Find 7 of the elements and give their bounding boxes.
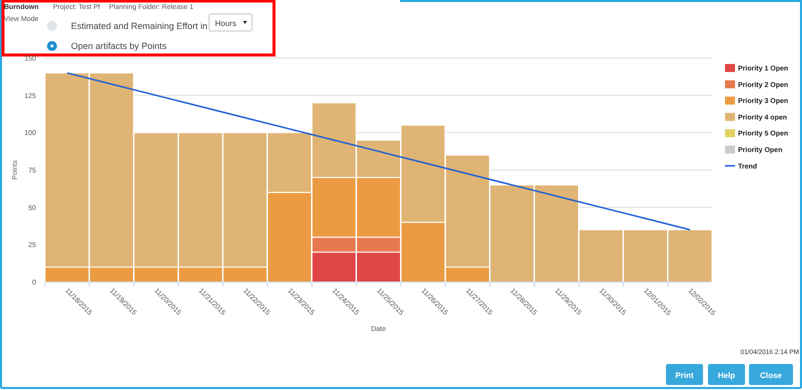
text: Close — [760, 371, 782, 380]
text: Print — [675, 371, 694, 380]
text: Hours — [215, 19, 236, 28]
text: Help — [718, 371, 736, 380]
text: Open artifacts by Points — [71, 41, 168, 51]
line-series — [66, 72, 691, 230]
text: Estimated and Remaining Effort in — [71, 21, 208, 31]
